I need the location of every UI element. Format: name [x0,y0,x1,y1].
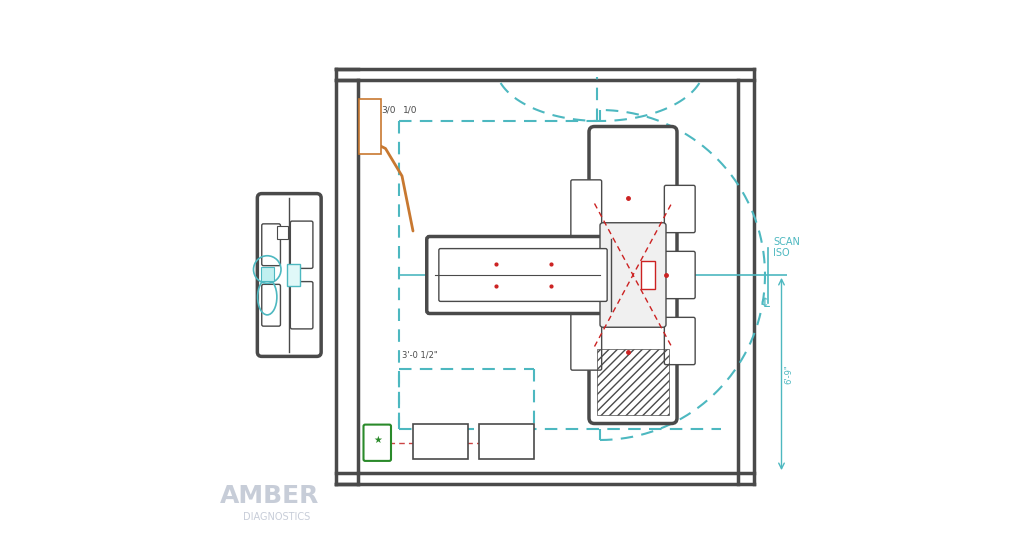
FancyBboxPatch shape [291,282,313,329]
FancyBboxPatch shape [665,185,695,233]
FancyBboxPatch shape [257,194,322,356]
Text: 6'-9": 6'-9" [784,364,794,384]
Text: 1/0: 1/0 [403,106,418,114]
Text: ★: ★ [373,435,382,445]
Bar [597,349,669,415]
Text: ℄: ℄ [761,297,769,310]
Text: SCAN
ISO: SCAN ISO [773,236,800,258]
FancyBboxPatch shape [427,236,620,314]
Text: 3/0: 3/0 [381,106,395,114]
Bar [278,226,288,239]
FancyBboxPatch shape [600,223,666,327]
FancyBboxPatch shape [665,251,695,299]
Bar [641,261,655,289]
FancyBboxPatch shape [439,249,607,301]
FancyBboxPatch shape [665,317,695,365]
Text: AMBER: AMBER [220,484,319,508]
Bar [261,267,273,280]
Bar [287,264,300,286]
FancyBboxPatch shape [262,284,281,326]
Text: 3'-0 1/2": 3'-0 1/2" [402,350,437,359]
Bar [359,99,381,154]
FancyBboxPatch shape [570,180,602,238]
FancyBboxPatch shape [262,224,281,266]
FancyBboxPatch shape [589,126,677,424]
Text: DIAGNOSTICS: DIAGNOSTICS [243,512,310,521]
FancyBboxPatch shape [570,312,602,370]
Bar [413,424,468,459]
FancyBboxPatch shape [291,221,313,268]
FancyBboxPatch shape [364,425,391,461]
Bar [479,424,534,459]
